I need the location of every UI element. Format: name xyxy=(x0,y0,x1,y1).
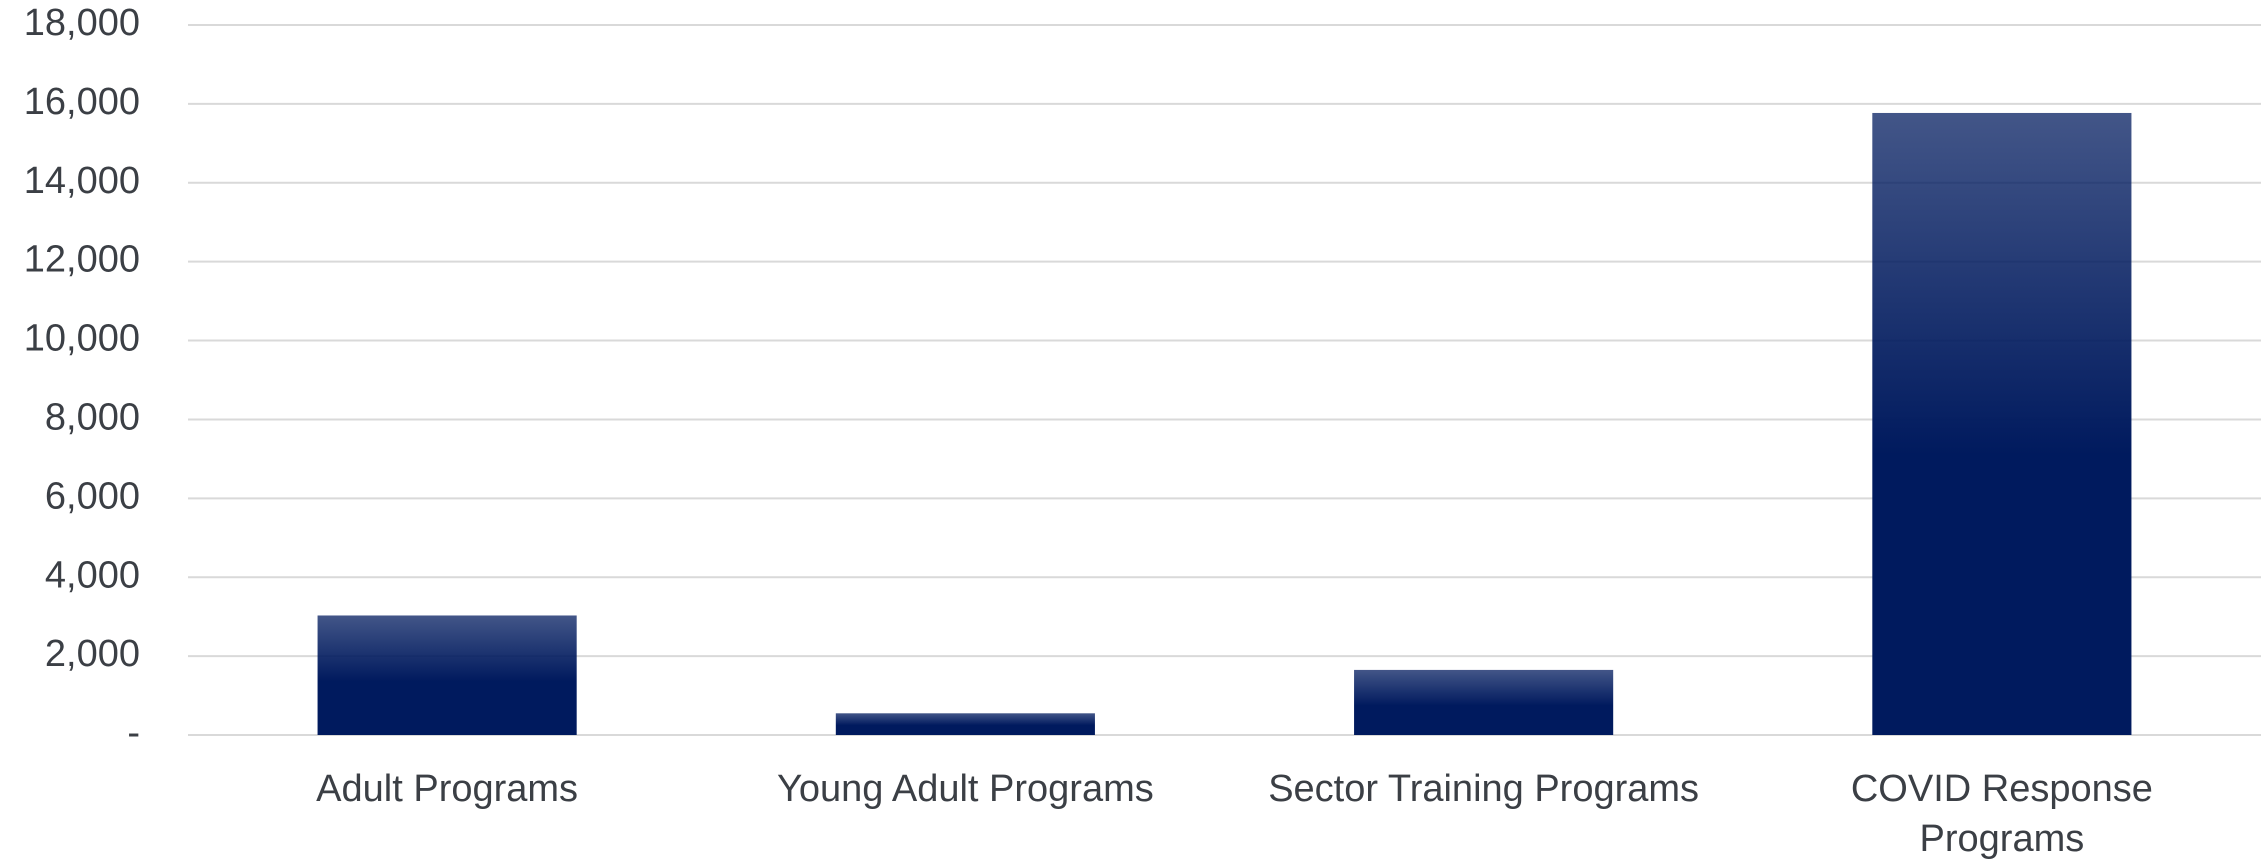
y-tick-label: 6,000 xyxy=(45,475,140,517)
x-tick-label-box: COVID Response Programs xyxy=(1743,764,2261,861)
y-tick-label: 10,000 xyxy=(24,318,140,360)
x-tick-label: Adult Programs xyxy=(316,768,579,810)
y-tick-label: 16,000 xyxy=(24,81,140,123)
y-tick-label: 14,000 xyxy=(24,160,140,202)
y-tick-label: - xyxy=(127,712,140,754)
x-tick-label: Young Adult Programs xyxy=(777,768,1154,810)
bar xyxy=(317,615,577,735)
bar xyxy=(1872,112,2132,735)
x-tick-label: COVID Response Programs xyxy=(1850,768,2153,860)
x-tick-label: Sector Training Programs xyxy=(1268,768,1700,810)
bar xyxy=(835,713,1095,735)
y-tick-label: 4,000 xyxy=(45,554,140,596)
bar xyxy=(1354,669,1614,735)
x-tick-label-box: Sector Training Programs xyxy=(1225,764,1743,814)
x-tick-label-box: Adult Programs xyxy=(188,764,706,814)
y-tick-label: 18,000 xyxy=(24,2,140,44)
x-tick-label-box: Young Adult Programs xyxy=(706,764,1224,814)
y-tick-label: 12,000 xyxy=(24,239,140,281)
y-tick-label: 8,000 xyxy=(45,396,140,438)
y-tick-label: 2,000 xyxy=(45,633,140,675)
